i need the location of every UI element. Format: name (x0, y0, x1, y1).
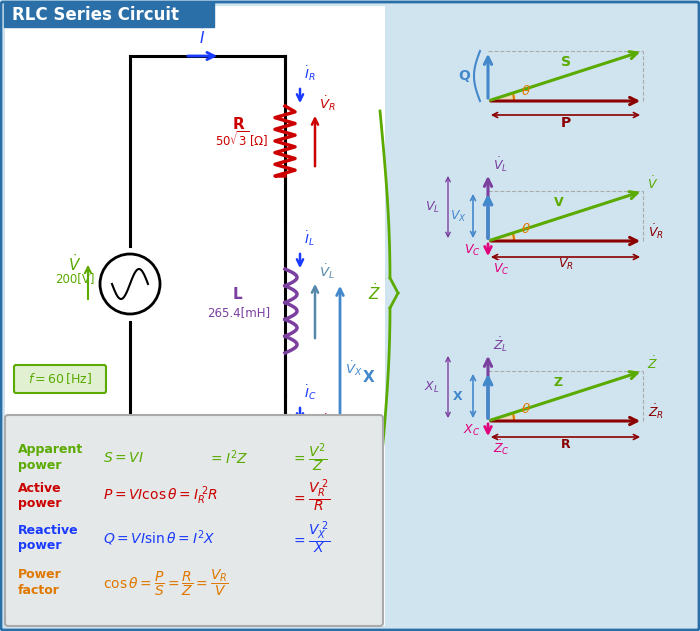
Text: power: power (18, 540, 62, 553)
Text: $= \dfrac{V^2}{Z}$: $= \dfrac{V^2}{Z}$ (291, 442, 327, 475)
Text: power: power (18, 497, 62, 510)
Text: $\dot{V}_R$: $\dot{V}_R$ (648, 223, 664, 241)
Text: X: X (453, 389, 463, 403)
Text: $\theta$: $\theta$ (521, 84, 531, 98)
Text: 200[V]: 200[V] (55, 273, 94, 285)
Text: $\cos\theta = \dfrac{P}{S} = \dfrac{R}{Z} = \dfrac{V_R}{V}$: $\cos\theta = \dfrac{P}{S} = \dfrac{R}{Z… (103, 568, 229, 598)
Text: factor: factor (18, 584, 60, 598)
Text: $f = 60\,\mathrm{[Hz]}$: $f = 60\,\mathrm{[Hz]}$ (28, 372, 92, 386)
Text: Active: Active (18, 481, 62, 495)
Text: $\dot{I}_R$: $\dot{I}_R$ (304, 64, 316, 83)
Wedge shape (488, 232, 516, 241)
FancyBboxPatch shape (5, 415, 383, 626)
Text: $\dot{I}$: $\dot{I}$ (199, 26, 205, 47)
Text: $\dot{Z}_C$: $\dot{Z}_C$ (493, 439, 510, 457)
Text: RLC Series Circuit: RLC Series Circuit (12, 6, 179, 24)
Text: $\dot{I}_C$: $\dot{I}_C$ (304, 384, 316, 402)
Text: Q: Q (458, 69, 470, 83)
Text: $\dot{V}_L$: $\dot{V}_L$ (319, 262, 335, 281)
Text: V: V (554, 196, 563, 209)
Text: Reactive: Reactive (18, 524, 78, 536)
Text: $\dot{V}_C$: $\dot{V}_C$ (319, 413, 337, 431)
Text: R: R (233, 117, 245, 132)
Text: $\dot{Z}_L$: $\dot{Z}_L$ (493, 336, 508, 354)
Text: $\dot{Z}_R$: $\dot{Z}_R$ (648, 403, 664, 421)
Wedge shape (488, 92, 516, 101)
Text: L: L (233, 287, 243, 302)
Text: $\dot{Z}$: $\dot{Z}$ (368, 283, 381, 304)
Bar (5, 6, 385, 626)
Text: $\dot{V}_C$: $\dot{V}_C$ (493, 259, 510, 277)
Text: $\dot{V}_L$: $\dot{V}_L$ (493, 155, 508, 174)
Text: $\dot{V}_X$: $\dot{V}_X$ (345, 360, 363, 379)
Text: $= I^2Z$: $= I^2Z$ (208, 449, 248, 468)
Text: $\theta$: $\theta$ (521, 402, 531, 416)
Text: Apparent: Apparent (18, 444, 83, 456)
Text: $V_R$: $V_R$ (558, 257, 573, 272)
Text: P: P (561, 116, 570, 130)
Text: $53\,[\mu F]$: $53\,[\mu F]$ (223, 446, 265, 463)
FancyBboxPatch shape (14, 365, 106, 393)
Text: $Q = VI\sin\theta = I^2X$: $Q = VI\sin\theta = I^2X$ (103, 528, 216, 548)
Text: $\dot{V}$: $\dot{V}$ (647, 175, 658, 192)
Text: R: R (561, 438, 570, 451)
Text: $V_L$: $V_L$ (425, 199, 440, 215)
Text: $= \dfrac{V_R^{\ 2}}{R}$: $= \dfrac{V_R^{\ 2}}{R}$ (291, 478, 330, 514)
Text: $X_C$: $X_C$ (463, 422, 481, 437)
FancyBboxPatch shape (4, 3, 214, 27)
Text: Z: Z (554, 376, 563, 389)
Text: $\dot{I}_L$: $\dot{I}_L$ (304, 229, 314, 248)
Text: $= \dfrac{V_X^{\ 2}}{X}$: $= \dfrac{V_X^{\ 2}}{X}$ (291, 519, 330, 557)
Text: $V_C$: $V_C$ (463, 242, 480, 257)
Wedge shape (488, 413, 516, 421)
Text: power: power (18, 459, 62, 473)
Text: $P = VI\cos\theta = I_R^{\ 2}R$: $P = VI\cos\theta = I_R^{\ 2}R$ (103, 485, 218, 507)
Text: X: X (363, 370, 374, 384)
Text: $50\sqrt{3}\,[\Omega]$: $50\sqrt{3}\,[\Omega]$ (215, 129, 268, 149)
Text: Power: Power (18, 569, 62, 582)
Text: $X_L$: $X_L$ (424, 379, 440, 394)
Text: $V_X$: $V_X$ (449, 208, 466, 223)
Text: C: C (233, 429, 244, 444)
Text: $\dot{V}$: $\dot{V}$ (69, 254, 82, 274)
Text: $\dot{V}_R$: $\dot{V}_R$ (319, 95, 336, 113)
Text: 265.4[mH]: 265.4[mH] (207, 306, 270, 319)
Text: $S = VI$: $S = VI$ (103, 451, 144, 465)
Text: $\theta$: $\theta$ (521, 222, 531, 236)
Text: $\dot{Z}$: $\dot{Z}$ (647, 355, 658, 372)
Text: S: S (561, 55, 570, 69)
